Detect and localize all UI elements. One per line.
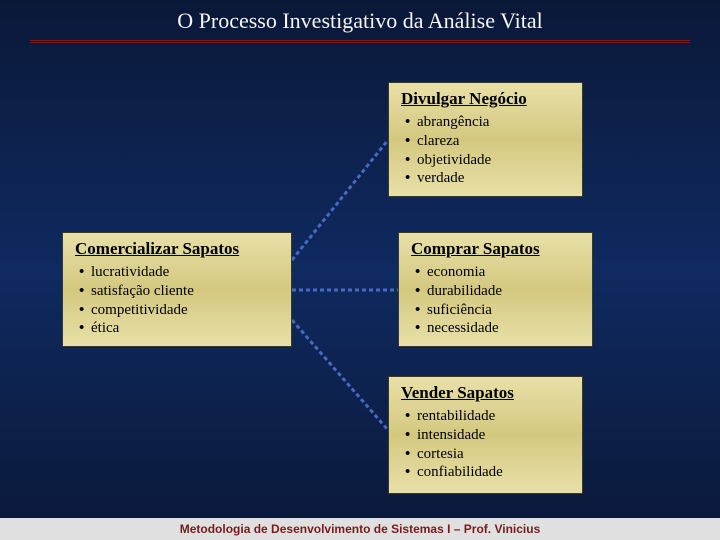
box-list: abrangência clareza objetividade verdade (399, 113, 572, 188)
list-item: lucratividade (91, 263, 281, 282)
list-item: intensidade (417, 426, 572, 445)
box-list: lucratividade satisfação cliente competi… (73, 263, 281, 338)
list-item: necessidade (427, 319, 582, 338)
box-vender-sapatos: Vender Sapatos rentabilidade intensidade… (388, 376, 583, 494)
list-item: abrangência (417, 113, 572, 132)
box-comprar-sapatos: Comprar Sapatos economia durabilidade su… (398, 232, 593, 347)
box-comercializar-sapatos: Comercializar Sapatos lucratividade sati… (62, 232, 292, 347)
box-title: Vender Sapatos (399, 383, 572, 403)
list-item: competitividade (91, 301, 281, 320)
box-title: Comprar Sapatos (409, 239, 582, 259)
title-underline (30, 40, 690, 43)
list-item: durabilidade (427, 282, 582, 301)
list-item: clareza (417, 132, 572, 151)
page-title: O Processo Investigativo da Análise Vita… (0, 8, 720, 40)
list-item: objetividade (417, 151, 572, 170)
box-title: Comercializar Sapatos (73, 239, 281, 259)
list-item: economia (427, 263, 582, 282)
list-item: ética (91, 319, 281, 338)
list-item: verdade (417, 169, 572, 188)
slide: O Processo Investigativo da Análise Vita… (0, 0, 720, 540)
box-divulgar-negocio: Divulgar Negócio abrangência clareza obj… (388, 82, 583, 197)
list-item: confiabilidade (417, 463, 572, 482)
list-item: suficiência (427, 301, 582, 320)
list-item: rentabilidade (417, 407, 572, 426)
box-list: rentabilidade intensidade cortesia confi… (399, 407, 572, 482)
connector-divulgar (292, 140, 388, 260)
connector-vender (292, 320, 388, 430)
list-item: cortesia (417, 445, 572, 464)
list-item: satisfação cliente (91, 282, 281, 301)
footer-text: Metodologia de Desenvolvimento de Sistem… (0, 518, 720, 540)
box-title: Divulgar Negócio (399, 89, 572, 109)
box-list: economia durabilidade suficiência necess… (409, 263, 582, 338)
